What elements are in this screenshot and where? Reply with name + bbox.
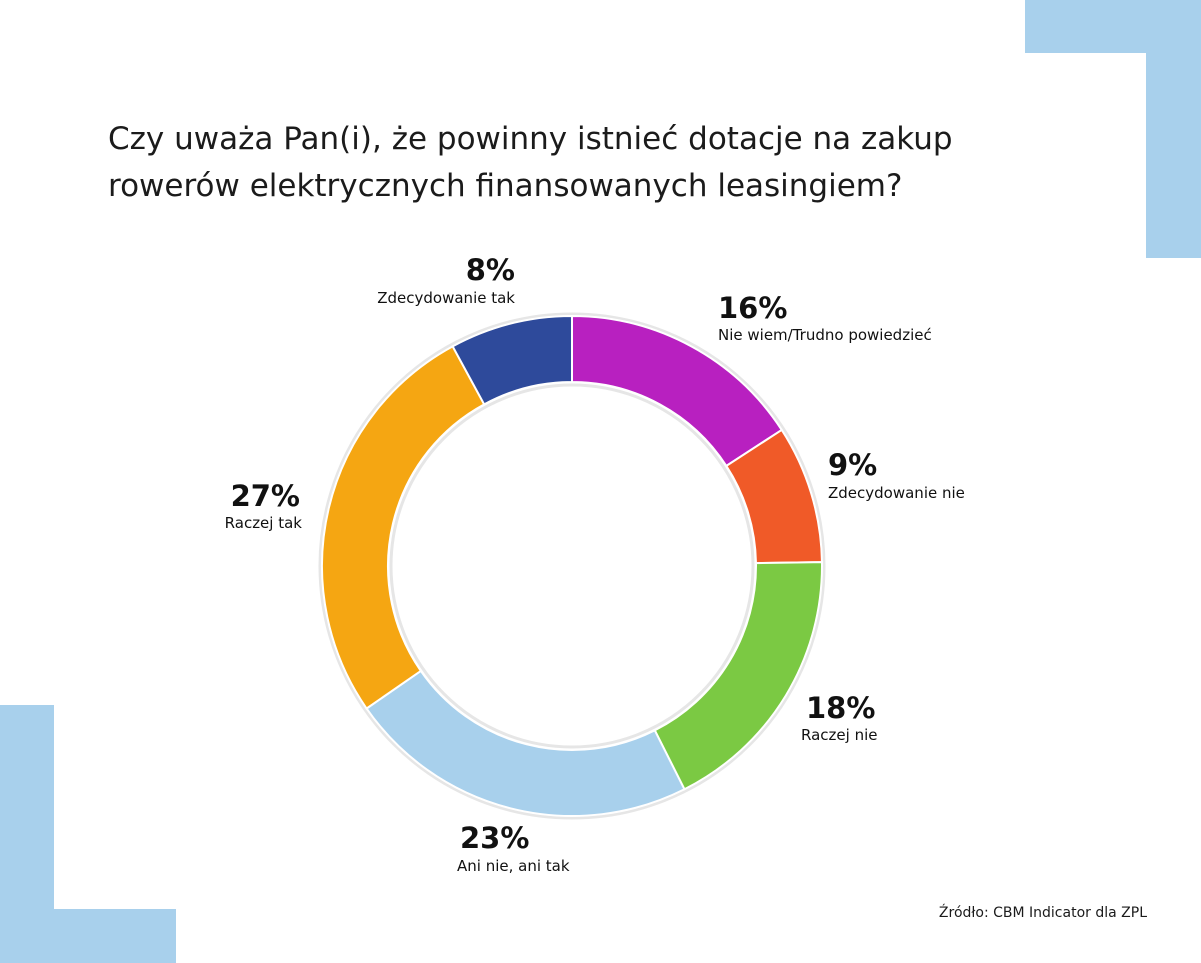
ring-inner-outline <box>389 383 755 749</box>
corner-decoration-bottom-left-horizontal <box>0 909 176 963</box>
slice-value-label: 18% <box>806 691 875 725</box>
slice-labels: 16%Nie wiem/Trudno powiedzieć 9% Zdecydowa… <box>225 253 965 875</box>
corner-decoration-top-right-vertical <box>1146 0 1201 258</box>
ring-outer-outline <box>318 312 826 820</box>
slice-value-label: 23% <box>460 821 529 855</box>
slice-category-label: Zdecydowanie tak <box>377 289 515 307</box>
donut-slices <box>321 314 823 817</box>
slice-value-label: 8% <box>466 253 515 287</box>
slice-value-label: 27% <box>231 479 300 513</box>
slice-category-label: Raczej nie <box>801 726 877 744</box>
source-note: Źródło: CBM Indicator dla ZPL <box>938 905 1147 921</box>
slice-raczej-tak <box>321 344 486 710</box>
slice-category-label: Nie wiem/Trudno powiedzieć <box>718 326 932 344</box>
slice-category-label: Ani nie, ani tak <box>457 857 570 875</box>
slice-value-label: 9% <box>828 448 877 482</box>
slice-value-label: 16% <box>718 291 787 325</box>
slice-category-label: Raczej tak <box>225 514 303 532</box>
chart-title: Czy uważa Pan(i), że powinny istnieć dot… <box>108 116 1068 210</box>
slice-zdecydowanie-tak <box>451 314 573 406</box>
chart-title-line-1: Czy uważa Pan(i), że powinny istnieć dot… <box>108 121 953 157</box>
slice-ani-nie-ani-tak <box>365 669 686 817</box>
slice-category-label: Zdecydowanie nie <box>828 484 965 502</box>
chart-title-line-2: rowerów elektrycznych finansowanych leas… <box>108 168 903 204</box>
